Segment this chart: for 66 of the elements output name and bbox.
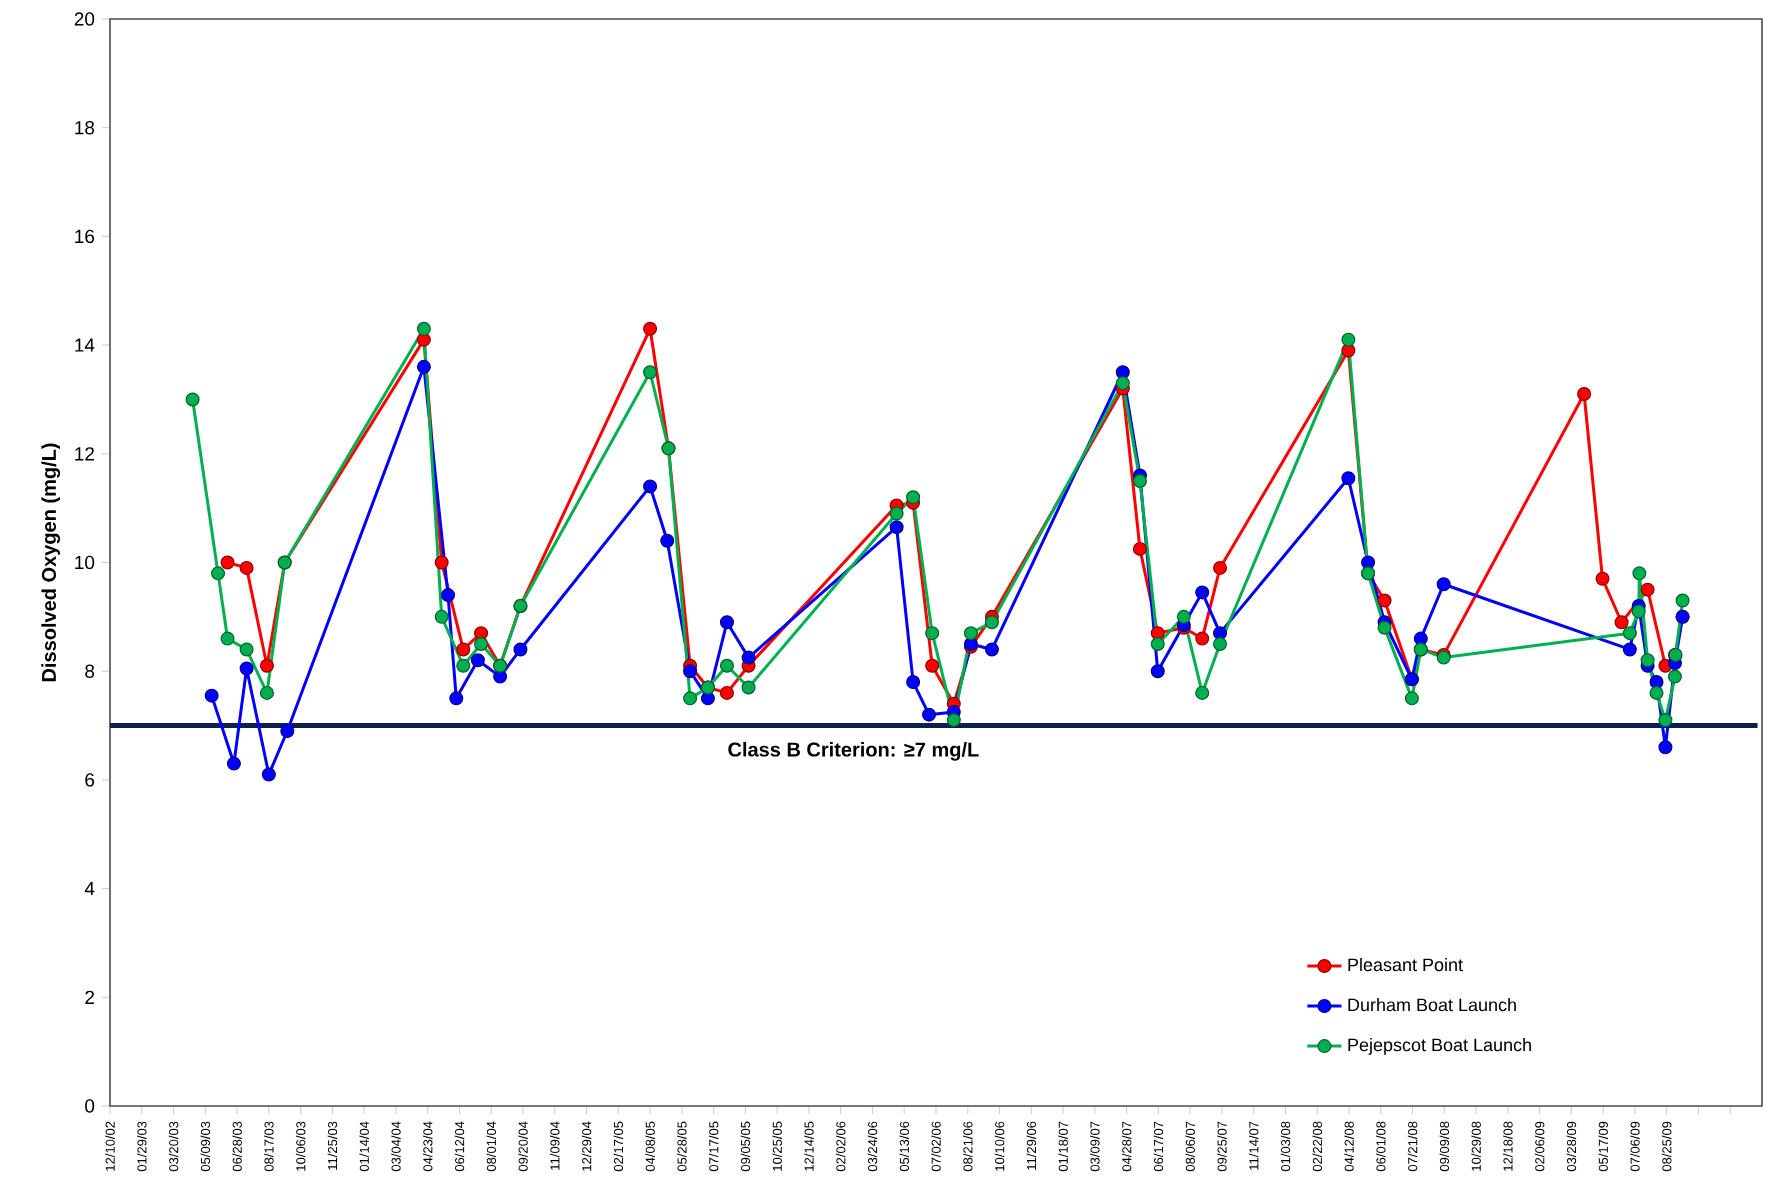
x-tick-label: 06/01/08 <box>1376 1121 1386 1172</box>
x-tick-label: 11/29/06 <box>1026 1121 1037 1170</box>
y-tick-label: 8 <box>85 664 95 678</box>
y-tick-label: 20 <box>74 12 95 26</box>
x-tick-label: 02/17/05 <box>613 1121 624 1172</box>
x-tick-label: 06/17/07 <box>1153 1121 1164 1172</box>
x-tick-label: 07/17/05 <box>708 1121 719 1172</box>
y-tick-label: 12 <box>75 447 94 461</box>
x-tick-label: 11/09/04 <box>550 1121 560 1170</box>
x-tick-label: 10/25/05 <box>772 1121 782 1171</box>
x-tick-label: 08/25/09 <box>1661 1121 1672 1172</box>
x-tick-label: 05/09/03 <box>200 1121 211 1172</box>
x-tick-label: 09/05/05 <box>740 1121 751 1172</box>
y-tick-label: 2 <box>85 990 94 1004</box>
x-tick-label: 12/29/04 <box>581 1121 592 1171</box>
x-tick-label: 10/06/03 <box>295 1121 306 1171</box>
y-tick-label: 16 <box>75 229 95 244</box>
legend-label: Durham Boat Launch <box>1348 998 1516 1012</box>
x-tick-label: 08/21/06 <box>963 1121 973 1172</box>
x-tick-label: 08/06/07 <box>1185 1121 1195 1172</box>
x-tick-label: 08/01/04 <box>486 1121 497 1172</box>
x-tick-label: 05/17/09 <box>1598 1121 1608 1172</box>
x-tick-label: 09/20/04 <box>518 1121 528 1172</box>
x-tick-label: 11/14/07 <box>1248 1121 1259 1170</box>
x-tick-label: 02/22/08 <box>1312 1121 1322 1172</box>
x-tick-label: 06/12/04 <box>454 1121 465 1172</box>
x-tick-label: 05/13/06 <box>899 1121 909 1172</box>
x-tick-label: 11/25/03 <box>327 1121 338 1170</box>
x-tick-label: 01/29/03 <box>137 1121 147 1172</box>
y-tick-label: 14 <box>75 338 95 352</box>
x-tick-label: 01/14/04 <box>359 1121 369 1172</box>
ref-line-label: Class B Criterion: ≥7 mg/L <box>728 741 979 761</box>
legend-label: Pleasant Point <box>1348 957 1463 972</box>
x-tick-label: 09/25/07 <box>1217 1121 1227 1172</box>
x-tick-label: 03/20/03 <box>168 1121 179 1172</box>
x-tick-label: 03/09/07 <box>1090 1121 1100 1172</box>
x-tick-label: 10/10/06 <box>994 1121 1005 1171</box>
x-tick-label: 03/04/04 <box>391 1121 401 1172</box>
x-tick-label: 10/29/08 <box>1471 1121 1481 1171</box>
y-axis-title: Dissolved Oxygen (mg/L) <box>41 443 61 682</box>
x-tick-label: 01/18/07 <box>1058 1121 1068 1172</box>
y-tick-label: 0 <box>85 1099 95 1113</box>
x-tick-label: 12/14/05 <box>804 1121 814 1171</box>
x-tick-label: 07/21/08 <box>1407 1121 1418 1172</box>
x-tick-label: 12/10/02 <box>105 1121 115 1171</box>
x-tick-label: 03/24/06 <box>867 1121 878 1172</box>
y-tick-label: 18 <box>75 120 95 135</box>
x-tick-label: 03/28/09 <box>1566 1121 1577 1172</box>
x-tick-label: 12/18/08 <box>1503 1121 1513 1171</box>
x-tick-label: 08/17/03 <box>264 1121 274 1172</box>
x-tick-label: 04/12/08 <box>1344 1121 1354 1172</box>
y-tick-label: 4 <box>84 882 95 896</box>
x-tick-label: 02/06/09 <box>1534 1121 1545 1172</box>
x-tick-label: 01/03/08 <box>1280 1121 1291 1172</box>
x-tick-label: 04/28/07 <box>1121 1121 1132 1172</box>
x-tick-label: 05/28/05 <box>677 1121 687 1172</box>
x-tick-label: 07/02/06 <box>931 1121 941 1172</box>
x-tick-label: 02/02/06 <box>835 1121 846 1172</box>
x-tick-label: 06/28/03 <box>232 1121 242 1172</box>
x-tick-label: 04/23/04 <box>422 1121 433 1172</box>
y-tick-label: 10 <box>75 555 95 570</box>
x-tick-label: 04/08/05 <box>645 1121 655 1172</box>
x-tick-label: 07/06/09 <box>1630 1121 1640 1172</box>
y-tick-label: 6 <box>85 773 95 787</box>
legend-label: Pejepscot Boat Launch <box>1348 1038 1531 1055</box>
x-tick-label: 09/09/08 <box>1439 1121 1450 1172</box>
